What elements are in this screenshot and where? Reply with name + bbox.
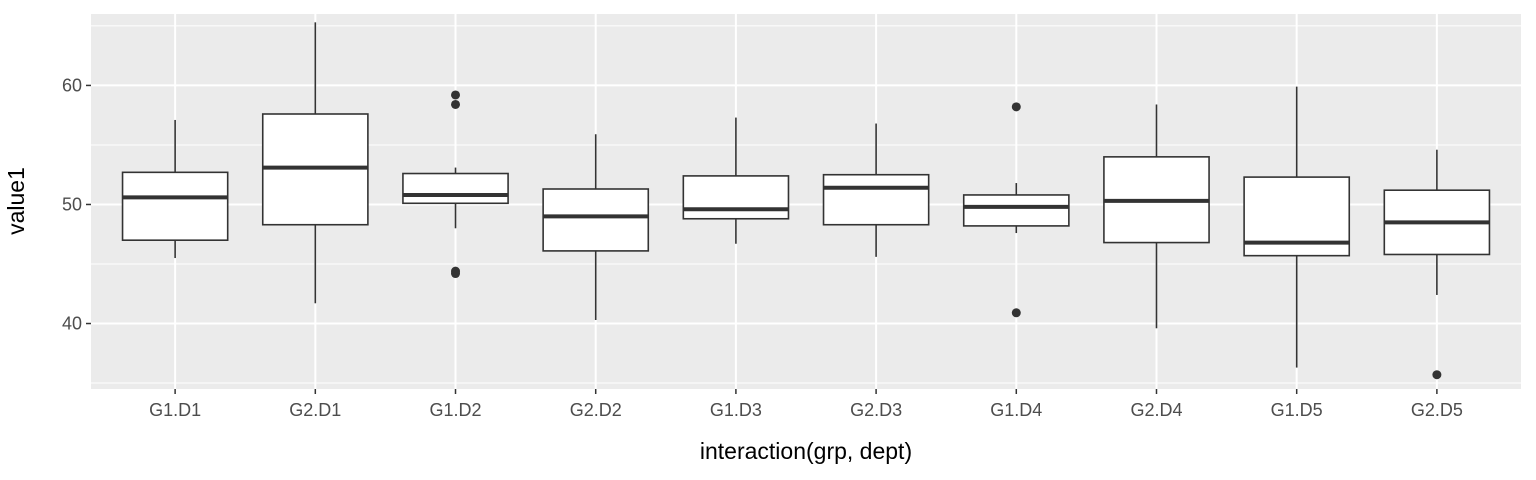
box-iqr [402,172,509,205]
x-tick-label: G2.D4 [1130,400,1182,420]
y-axis: 40 50 60 [62,75,91,334]
box-series [121,22,1491,380]
outlier-point [1011,102,1021,112]
box-G1.D1 [121,119,229,259]
outlier-point [1011,308,1021,318]
box-G1.D2 [402,90,509,279]
box-G2.D2 [542,134,650,320]
box-G2.D4 [1103,104,1210,329]
x-axis-title: interaction(grp, dept) [700,438,912,464]
box-G1.D3 [682,117,790,244]
box-G2.D1 [261,22,369,304]
y-axis-title: value1 [3,167,29,235]
x-axis: G1.D1 G2.D1 G1.D2 G2.D2 G1.D3 G2.D3 G1.D4 G2.D4… [149,389,1463,420]
box-iqr [121,171,229,241]
box-G1.D5 [1243,86,1351,368]
box-iqr [822,173,930,226]
y-tick-label: 60 [62,75,82,95]
x-tick-label: G2.D2 [570,400,622,420]
box-iqr [682,175,790,220]
y-tick-label: 50 [62,194,82,214]
outlier-point [451,269,461,279]
x-tick-label: G1.D4 [990,400,1042,420]
x-tick-label: G1.D3 [710,400,762,420]
y-tick-label: 40 [62,314,82,334]
x-tick-label: G1.D5 [1271,400,1323,420]
box-iqr [962,194,1070,227]
box-G2.D3 [822,123,930,257]
x-tick-label: G2.D5 [1411,400,1463,420]
x-tick-label: G1.D1 [149,400,201,420]
x-tick-label: G1.D2 [429,400,481,420]
outlier-point [1432,370,1442,380]
box-G1.D4 [962,102,1070,318]
x-tick-label: G2.D3 [850,400,902,420]
outlier-point [451,90,461,100]
x-tick-label: G2.D1 [289,400,341,420]
outlier-point [451,99,461,109]
box-iqr [542,188,650,252]
box-G2.D5 [1383,149,1491,380]
